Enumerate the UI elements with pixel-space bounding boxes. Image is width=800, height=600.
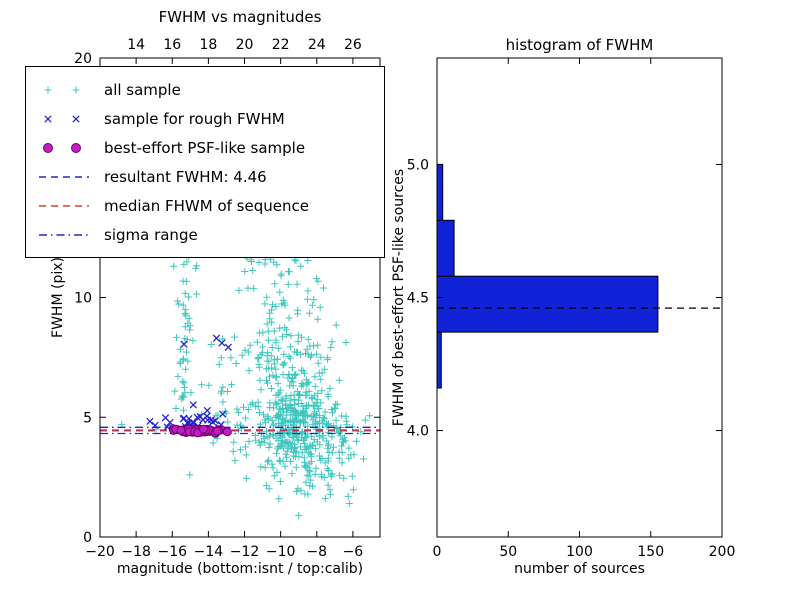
legend-entry-psf-sample: best-effort PSF-like sample bbox=[36, 133, 374, 162]
x-marker-icon bbox=[44, 114, 80, 123]
x-tick-label-top: 26 bbox=[344, 37, 362, 53]
circle-marker-icon bbox=[43, 142, 81, 153]
y-tick-label: 10 bbox=[74, 291, 92, 307]
x-tick-label-bottom: −12 bbox=[230, 544, 260, 560]
right-plot-ylabel: FWHM of best-effort PSF-like sources bbox=[391, 169, 407, 426]
left-plot: −20 −18 −16 −14 −12 −10 −8 −6 14 16 18 20 22 24 26 0 5 10… bbox=[50, 8, 381, 577]
left-plot-ylabel: FWHM (pix) bbox=[50, 257, 66, 338]
histogram-bar bbox=[436, 219, 455, 277]
y-tick-label: 4.0 bbox=[407, 424, 429, 440]
plus-marker-icon bbox=[44, 86, 80, 93]
scatter-layer bbox=[100, 70, 380, 519]
dashed-line-icon bbox=[39, 175, 89, 178]
histogram-bar bbox=[436, 163, 444, 221]
legend-entry-resultant-fwhm: resultant FWHM: 4.46 bbox=[36, 162, 374, 191]
legend-label: resultant FWHM: 4.46 bbox=[104, 167, 267, 186]
x-tick-label-bottom: −20 bbox=[85, 544, 115, 560]
x-tick-label-bottom: −10 bbox=[266, 544, 296, 560]
x-tick-label-bottom: −16 bbox=[157, 544, 187, 560]
y-tick-label: 20 bbox=[74, 51, 92, 67]
left-plot-title: FWHM vs magnitudes bbox=[159, 8, 322, 26]
x-tick-label: 0 bbox=[433, 544, 442, 560]
x-tick-label-top: 16 bbox=[163, 37, 181, 53]
x-tick-label: 50 bbox=[499, 544, 517, 560]
x-tick-label: 200 bbox=[709, 544, 736, 560]
right-plot-xlabel: number of sources bbox=[514, 561, 645, 577]
legend-label: median FHWM of sequence bbox=[104, 196, 309, 215]
dashdot-line-icon bbox=[39, 233, 89, 236]
x-tick-label-top: 24 bbox=[308, 37, 326, 53]
legend-entry-sigma-range: sigma range bbox=[36, 220, 374, 249]
scatter-all-sample bbox=[118, 70, 374, 519]
legend-label: all sample bbox=[104, 80, 181, 99]
right-plot-title: histogram of FWHM bbox=[506, 36, 654, 54]
x-tick-label-bottom: −14 bbox=[194, 544, 224, 560]
y-tick-label: 4.5 bbox=[407, 291, 429, 307]
legend-box: all sample sample for rough FWHM best-ef… bbox=[25, 66, 385, 258]
legend-label: sample for rough FWHM bbox=[104, 109, 285, 128]
x-tick-label: 100 bbox=[566, 544, 593, 560]
scatter-rough-fwhm-sample bbox=[146, 334, 232, 434]
x-tick-label-top: 22 bbox=[272, 37, 290, 53]
reference-lines bbox=[100, 426, 380, 435]
legend-label: sigma range bbox=[104, 225, 198, 244]
y-tick-label: 0 bbox=[83, 530, 92, 546]
histogram-bar bbox=[436, 275, 659, 333]
x-tick-label-top: 20 bbox=[236, 37, 254, 53]
legend-entry-all-sample: all sample bbox=[36, 75, 374, 104]
legend-entry-median-fwhm: median FHWM of sequence bbox=[36, 191, 374, 220]
left-plot-xlabel: magnitude (bottom:isnt / top:calib) bbox=[117, 561, 363, 577]
y-tick-label: 5.0 bbox=[407, 157, 429, 173]
x-tick-label-bottom: −8 bbox=[306, 544, 327, 560]
x-tick-label-top: 18 bbox=[199, 37, 217, 53]
x-tick-label-bottom: −6 bbox=[343, 544, 364, 560]
right-plot: 0 50 100 150 200 4.0 4.5 5.0 histogram of FWHM nu… bbox=[391, 36, 735, 577]
x-tick-label: 150 bbox=[637, 544, 664, 560]
scatter-psf-like-sample bbox=[168, 424, 232, 438]
legend-entry-rough-fwhm: sample for rough FWHM bbox=[36, 104, 374, 133]
dashed-line-icon bbox=[39, 204, 89, 207]
x-tick-label-top: 14 bbox=[127, 37, 145, 53]
y-tick-label: 5 bbox=[83, 410, 92, 426]
x-tick-label-bottom: −18 bbox=[121, 544, 151, 560]
histogram-bar bbox=[436, 331, 442, 389]
legend-label: best-effort PSF-like sample bbox=[104, 138, 306, 157]
